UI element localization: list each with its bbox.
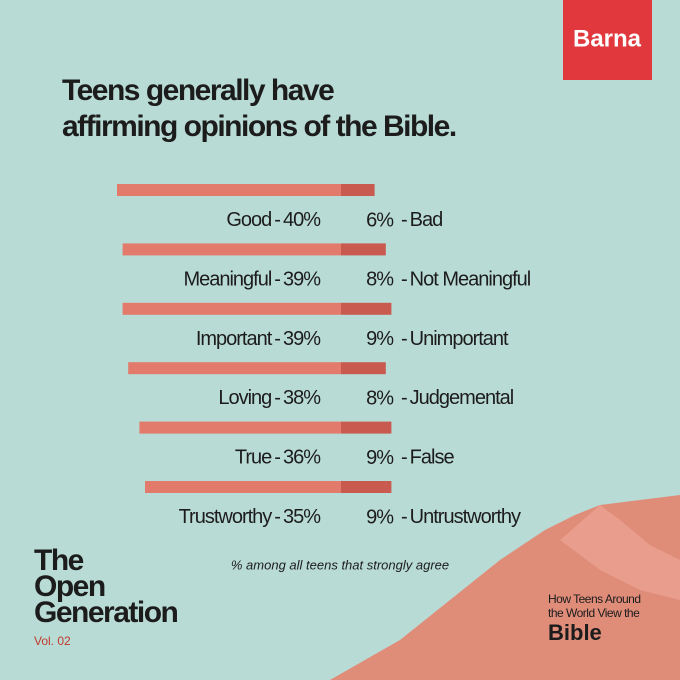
value-label: 8% (366, 269, 394, 291)
bar (122, 302, 341, 315)
counter-category: Unimportant (410, 328, 509, 350)
bar (145, 481, 341, 493)
counter-category: False (410, 447, 455, 469)
bar (341, 481, 392, 493)
right-label: - Unimportant (401, 328, 509, 350)
counter-category: Untrustworthy (410, 506, 521, 528)
right-label: - Untrustworthy (401, 506, 521, 528)
separator: - (274, 447, 280, 469)
value-label: 38% (283, 387, 321, 409)
logo-box (563, 0, 652, 80)
title-line: Teens generally have (62, 74, 334, 107)
report-subtitle: the World View the (548, 606, 640, 620)
category: Loving (218, 387, 271, 409)
left-label: Trustworthy -35% (179, 506, 322, 528)
value-label: 9% (366, 328, 394, 350)
value-label: 35% (283, 506, 321, 528)
mountain-snow (560, 505, 680, 600)
value-label: 9% (366, 447, 394, 469)
value-label: 9% (366, 506, 394, 528)
bar (341, 362, 386, 375)
note: % among all teens that strongly agree (231, 557, 449, 572)
separator: - (274, 328, 280, 350)
series-title: Generation (34, 596, 178, 629)
bar (139, 421, 341, 434)
left-label: True -36% (235, 447, 321, 469)
value-label: 40% (283, 209, 321, 231)
separator: - (401, 269, 407, 291)
bar (341, 302, 392, 315)
separator: - (401, 387, 407, 409)
left-label: Meaningful -39% (183, 269, 321, 291)
category: Important (196, 328, 273, 350)
bar (117, 184, 341, 196)
category: Trustworthy (179, 506, 273, 528)
series-title: The (34, 544, 84, 577)
separator: - (401, 328, 407, 350)
category: Meaningful (183, 269, 271, 291)
separator: - (401, 209, 407, 231)
counter-category: Bad (410, 209, 443, 231)
volume: Vol. 02 (34, 634, 71, 648)
right-label: - Not Meaningful (401, 269, 531, 291)
value-label: 39% (283, 269, 321, 291)
bar (122, 243, 341, 256)
bar (341, 421, 392, 434)
report-title: Bible (548, 620, 602, 645)
counter-category: Not Meaningful (410, 269, 531, 291)
separator: - (401, 506, 407, 528)
separator: - (274, 269, 280, 291)
bar (128, 362, 341, 375)
left-label: Loving -38% (218, 387, 321, 409)
series-title: Open (34, 570, 105, 603)
right-label: - Judgemental (401, 387, 514, 409)
separator: - (274, 387, 280, 409)
separator: - (274, 209, 280, 231)
left-label: Important -39% (196, 328, 321, 350)
bar (341, 184, 375, 196)
right-label: - Bad (401, 209, 442, 231)
report-subtitle: How Teens Around (548, 592, 641, 606)
value-label: 39% (283, 328, 321, 350)
separator: - (274, 506, 280, 528)
right-label: - False (401, 447, 454, 469)
separator: - (401, 447, 407, 469)
value-label: 8% (366, 387, 394, 409)
value-label: 6% (366, 209, 394, 231)
counter-category: Judgemental (410, 387, 514, 409)
left-label: Good -40% (226, 209, 321, 231)
logo: Barna (573, 25, 642, 52)
category: True (235, 447, 272, 469)
value-label: 36% (283, 447, 321, 469)
category: Good (226, 209, 271, 231)
bar (341, 243, 386, 256)
title-line: affirming opinions of the Bible. (62, 110, 456, 143)
